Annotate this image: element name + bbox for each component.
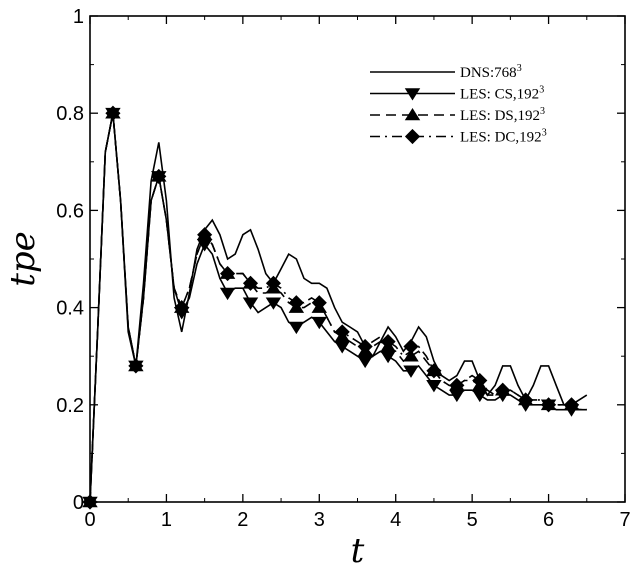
x-axis-title: t: [351, 531, 365, 571]
series-3-marker: [472, 372, 488, 389]
series-3-marker: [151, 168, 167, 184]
y-axis: 0 0.2 0.4 0.6 0.8 1: [56, 6, 625, 514]
legend: DNS:7683 LES: CS,1923 LES: DS,1923 LES: DC,…: [370, 63, 547, 146]
x-tick-label: 3: [314, 509, 325, 531]
legend-marker-3: [404, 128, 421, 145]
series-1-marker: [242, 297, 259, 310]
y-tick-label: 0.6: [56, 200, 84, 222]
series-3-marker: [380, 334, 396, 350]
series-1-marker: [311, 316, 328, 330]
y-tick-label: 0: [73, 492, 84, 514]
x-tick-label: 4: [390, 509, 401, 531]
series-1-marker: [219, 287, 236, 301]
series-3-marker: [288, 295, 304, 311]
series-3-marker: [220, 266, 236, 282]
legend-marker-2: [404, 107, 421, 121]
x-tick-label: 5: [467, 509, 478, 531]
series-3-marker: [242, 275, 259, 291]
legend-label-0: DNS:7683: [460, 63, 522, 81]
series-3-marker: [541, 397, 557, 413]
series-3-marker: [357, 338, 373, 355]
x-tick-label: 2: [237, 509, 248, 531]
legend-marker-1: [404, 88, 421, 101]
x-axis: 0 1 2 3 4 5 6 7: [84, 16, 631, 531]
x-tick-label: 6: [543, 509, 554, 531]
series-3-marker: [105, 105, 121, 121]
series-2-marker: [403, 349, 419, 362]
y-tick-label: 1: [73, 6, 84, 28]
series-1-marker: [380, 350, 396, 364]
legend-label-2: LES: DS,1923: [460, 106, 545, 124]
marker-layer: [82, 105, 580, 510]
series-3-marker: [495, 382, 511, 398]
series-3-marker: [449, 377, 465, 393]
series-1-marker: [288, 321, 305, 335]
series-1-marker: [265, 297, 282, 310]
series-3-marker: [197, 227, 213, 243]
series-1-marker: [472, 389, 488, 403]
series-3-marker: [128, 358, 144, 374]
x-tick-label: 0: [84, 509, 95, 531]
series-3-marker: [174, 300, 190, 316]
series-3-marker: [403, 338, 419, 355]
y-tick-label: 0.4: [56, 298, 84, 320]
legend-label-1: LES: CS,1923: [460, 85, 544, 103]
series-3-marker: [426, 363, 442, 379]
series-1-marker: [426, 380, 442, 393]
series-1-marker: [334, 341, 350, 354]
y-tick-label: 0.8: [56, 103, 84, 125]
series-3-marker: [311, 295, 327, 311]
series-3-marker: [518, 392, 534, 408]
x-tick-label: 7: [619, 509, 630, 531]
x-tick-label: 1: [161, 509, 172, 531]
series-1-marker: [357, 355, 373, 369]
series-3-marker: [265, 275, 281, 291]
y-tick-label: 0.2: [56, 395, 84, 417]
series-1-marker: [403, 365, 419, 378]
series-3-marker: [334, 324, 350, 340]
y-axis-title: tpe: [3, 231, 43, 287]
legend-label-3: LES: DC,1923: [460, 128, 547, 146]
series-3-marker: [563, 397, 580, 413]
